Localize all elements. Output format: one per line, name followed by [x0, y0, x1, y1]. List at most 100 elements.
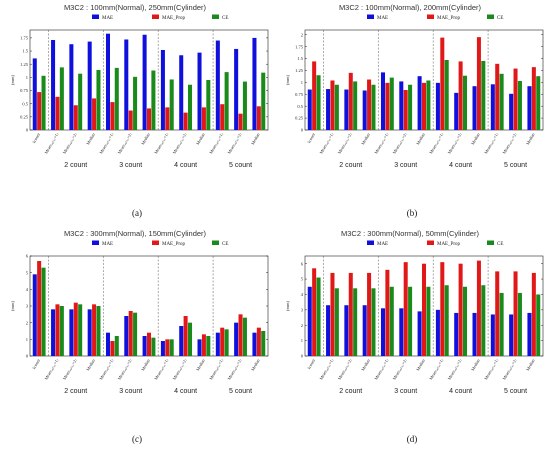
bar-mae-4: [362, 305, 367, 356]
category-label-8: Mean₍ₒᵤₜₗᵢₑᵣ=1₎: [428, 132, 444, 155]
category-label-13: Median: [525, 357, 536, 371]
bar-maeprop-7: [421, 263, 427, 356]
y-tick-label: 0.25: [295, 116, 304, 121]
chart-panel-3: M3C2 : 300mm(Normal), 150mm(Cylinder) MAE…: [10, 229, 269, 444]
bar-maeprop-7: [146, 332, 152, 356]
legend-label-1: MAE: [377, 242, 388, 247]
bar-ce-1: [316, 277, 321, 356]
group-label-4: 5 count: [229, 388, 252, 395]
category-label-10: Median: [470, 357, 481, 371]
category-label-4: Median: [85, 131, 96, 145]
y-tick-label: 5: [301, 277, 304, 282]
bar-mae-5: [105, 332, 111, 356]
legend-swatch-1: [92, 14, 99, 19]
y-tick-label: 1: [301, 80, 303, 85]
bar-mae-5: [380, 72, 386, 130]
category-label-10: Median: [470, 131, 481, 145]
y-tick-label: 1.5: [297, 56, 303, 61]
bar-mae-11: [490, 314, 495, 356]
bar-mae-10: [197, 52, 202, 131]
bar-mae-4: [87, 309, 92, 356]
legend-swatch-3: [212, 240, 219, 245]
category-label-8: Mean₍ₒᵤₜₗᵢₑᵣ=1₎: [153, 132, 169, 155]
category-label-3: Mean₍ₒᵤₜₗᵢₑᵣ=2₎: [337, 132, 353, 155]
bar-maeprop-4: [92, 304, 97, 356]
bar-mae-11: [215, 332, 220, 356]
category-label-11: Mean₍ₒᵤₜₗᵢₑᵣ=1₎: [483, 132, 499, 155]
bar-ce-12: [517, 80, 522, 130]
y-tick-label: 0: [26, 128, 29, 133]
y-tick-label: 3: [301, 307, 304, 312]
y-tick-label: 0.25: [20, 114, 29, 119]
bar-ce-5: [389, 286, 394, 356]
category-label-13: Median: [525, 131, 536, 145]
category-label-7: Median: [140, 131, 151, 145]
bar-maeprop-13: [531, 67, 536, 130]
bar-mae-4: [362, 90, 367, 130]
bar-maeprop-4: [367, 272, 372, 356]
legend-swatch-1: [367, 14, 374, 19]
category-label-6: Mean₍ₒᵤₜₗᵢₑᵣ=2₎: [117, 132, 133, 155]
bar-maeprop-10: [201, 334, 206, 356]
y-tick-label: 1: [26, 337, 28, 342]
category-label-12: Mean₍ₒᵤₜₗᵢₑᵣ=2₎: [226, 358, 242, 381]
bar-maeprop-7: [146, 108, 152, 130]
bar-ce-9: [187, 322, 193, 356]
bar-maeprop-6: [128, 110, 133, 130]
bar-mae-2: [326, 89, 331, 130]
bar-mae-9: [179, 55, 184, 131]
bar-ce-3: [353, 81, 358, 130]
category-label-2: Mean₍ₒᵤₜₗᵢₑᵣ=1₎: [43, 132, 59, 155]
bar-ce-7: [426, 286, 431, 356]
category-label-5: Mean₍ₒᵤₜₗᵢₑᵣ=1₎: [98, 358, 114, 381]
bar-ce-2: [59, 306, 64, 356]
bar-ce-7: [426, 80, 431, 130]
y-tick-label: 1.75: [20, 35, 29, 40]
legend-label-3: CE: [497, 242, 503, 247]
y-tick-label: 1: [301, 338, 303, 343]
legend-label-3: CE: [222, 242, 228, 247]
group-label-2: 3 count: [119, 162, 142, 169]
bar-mae-12: [509, 314, 514, 356]
bar-ce-13: [536, 294, 541, 356]
category-label-9: Mean₍ₒᵤₜₗᵢₑᵣ=2₎: [447, 358, 463, 381]
legend-label-3: CE: [222, 16, 228, 21]
category-label-5: Mean₍ₒᵤₜₗᵢₑᵣ=1₎: [373, 358, 389, 381]
group-label-4: 5 count: [229, 162, 252, 169]
category-label-3: Mean₍ₒᵤₜₗᵢₑᵣ=2₎: [62, 132, 78, 155]
legend-label-1: MAE: [377, 16, 388, 21]
bar-maeprop-2: [330, 80, 335, 130]
bar-mae-5: [380, 308, 386, 356]
bar-ce-12: [242, 317, 247, 356]
bar-ce-7: [151, 70, 156, 130]
category-label-1: 1count: [306, 357, 316, 370]
y-tick-label: 1.25: [20, 62, 29, 67]
bar-maeprop-7: [421, 82, 427, 130]
bar-maeprop-5: [385, 82, 390, 130]
bar-mae-10: [472, 86, 477, 130]
bar-maeprop-12: [513, 68, 518, 130]
bar-maeprop-9: [458, 263, 463, 356]
legend-swatch-3: [487, 240, 494, 245]
bar-maeprop-8: [165, 107, 170, 130]
bar-mae-11: [490, 84, 495, 130]
bar-maeprop-4: [92, 98, 97, 130]
bar-ce-1: [41, 75, 46, 130]
bar-mae-1: [32, 58, 37, 130]
bar-mae-1: [307, 286, 312, 356]
y-tick-label: 2: [301, 323, 303, 328]
y-tick-label: 1: [26, 75, 28, 80]
bar-ce-5: [389, 77, 394, 130]
bar-mae-7: [142, 336, 147, 356]
bar-ce-9: [462, 286, 468, 356]
category-label-2: Mean₍ₒᵤₜₗᵢₑᵣ=1₎: [318, 132, 334, 155]
bar-ce-13: [536, 76, 541, 130]
legend-label-2: MAE_Prop: [162, 16, 186, 21]
category-label-11: Mean₍ₒᵤₜₗᵢₑᵣ=1₎: [208, 358, 224, 381]
bar-mae-6: [399, 308, 404, 356]
bar-maeprop-2: [330, 272, 335, 356]
bar-mae-13: [527, 312, 532, 356]
legend-label-2: MAE_Prop: [437, 16, 461, 21]
bar-ce-4: [371, 288, 376, 356]
bar-maeprop-1: [37, 261, 42, 356]
